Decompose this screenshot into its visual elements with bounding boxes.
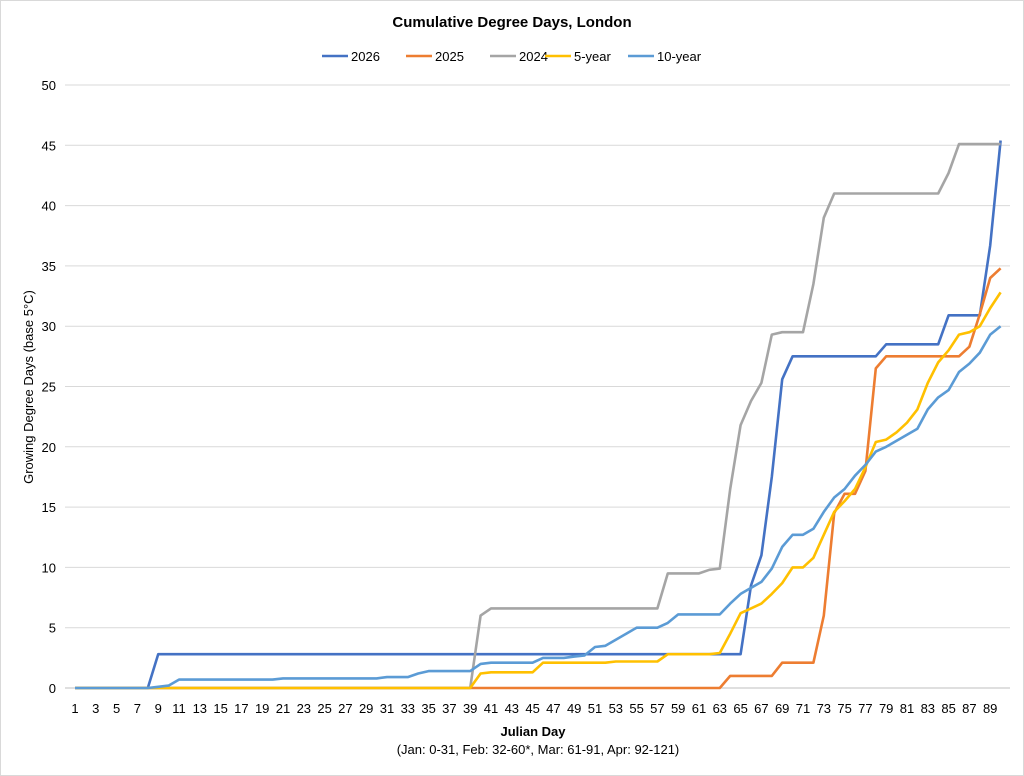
y-axis-title: Growing Degree Days (base 5°C) — [21, 290, 36, 484]
x-tick-label: 35 — [421, 701, 435, 716]
x-tick-label: 67 — [754, 701, 768, 716]
gridlines — [65, 84, 1010, 689]
y-tick-label: 45 — [42, 138, 56, 153]
x-tick-label: 37 — [442, 701, 456, 716]
x-tick-label: 5 — [113, 701, 120, 716]
legend-label: 10-year — [657, 49, 702, 64]
series-line-5-year — [75, 291, 1002, 690]
y-tick-label: 40 — [42, 199, 56, 214]
legend-label: 2024 — [519, 49, 548, 64]
x-tick-label: 51 — [588, 701, 602, 716]
x-tick-label: 83 — [921, 701, 935, 716]
series-line-2024 — [75, 142, 1001, 690]
x-tick-label: 53 — [609, 701, 623, 716]
x-tick-label: 89 — [983, 701, 997, 716]
x-axis-note: (Jan: 0-31, Feb: 32-60*, Mar: 61-91, Apr… — [397, 742, 680, 757]
legend-item-2024: 2024 — [490, 49, 548, 64]
series-lines — [75, 140, 1002, 690]
legend: 2026 2025 2024 5-year 10-year — [322, 49, 702, 64]
x-tick-label: 71 — [796, 701, 810, 716]
x-tick-label: 55 — [629, 701, 643, 716]
y-tick-label: 5 — [49, 621, 56, 636]
x-tick-label: 31 — [380, 701, 394, 716]
series-line-2025 — [75, 267, 1002, 690]
y-tick-label: 25 — [42, 380, 56, 395]
x-tick-label: 33 — [401, 701, 415, 716]
x-tick-label: 11 — [172, 701, 186, 716]
legend-item-5-year: 5-year — [545, 49, 612, 64]
x-tick-label: 77 — [858, 701, 872, 716]
x-tick-label: 1 — [71, 701, 78, 716]
x-tick-label: 49 — [567, 701, 581, 716]
y-tick-label: 0 — [49, 681, 56, 696]
x-tick-label: 9 — [155, 701, 162, 716]
x-axis-title: Julian Day — [500, 724, 566, 739]
x-tick-label: 87 — [962, 701, 976, 716]
x-tick-label: 7 — [134, 701, 141, 716]
x-tick-label: 45 — [525, 701, 539, 716]
x-tick-label: 81 — [900, 701, 914, 716]
x-tick-label: 39 — [463, 701, 477, 716]
x-tick-label: 15 — [213, 701, 227, 716]
x-tick-label: 59 — [671, 701, 685, 716]
y-tick-labels: 0 5 10 15 20 25 30 35 40 45 50 — [42, 78, 56, 696]
x-tick-label: 63 — [713, 701, 727, 716]
series-line-2026 — [75, 140, 1002, 690]
x-tick-label: 19 — [255, 701, 269, 716]
x-tick-label: 47 — [546, 701, 560, 716]
x-tick-label: 25 — [317, 701, 331, 716]
legend-item-2026: 2026 — [322, 49, 380, 64]
x-tick-label: 23 — [297, 701, 311, 716]
x-tick-label: 13 — [193, 701, 207, 716]
x-tick-label: 57 — [650, 701, 664, 716]
y-tick-label: 20 — [42, 440, 56, 455]
x-tick-label: 73 — [817, 701, 831, 716]
y-tick-label: 35 — [42, 259, 56, 274]
x-tick-label: 65 — [733, 701, 747, 716]
x-tick-label: 75 — [837, 701, 851, 716]
legend-item-2025: 2025 — [406, 49, 464, 64]
x-tick-label: 21 — [276, 701, 290, 716]
y-tick-label: 30 — [42, 319, 56, 334]
x-tick-label: 85 — [941, 701, 955, 716]
y-tick-label: 10 — [42, 560, 56, 575]
x-tick-labels: 1 3 5 7 9 11 13 15 17 19 21 23 25 27 29 31 33 35 37 39 41 43 4… — [71, 701, 997, 716]
x-tick-label: 3 — [92, 701, 99, 716]
x-tick-label: 27 — [338, 701, 352, 716]
x-tick-label: 17 — [234, 701, 248, 716]
x-tick-label: 29 — [359, 701, 373, 716]
y-tick-label: 15 — [42, 500, 56, 515]
x-tick-label: 61 — [692, 701, 706, 716]
x-tick-label: 43 — [505, 701, 519, 716]
legend-item-10-year: 10-year — [628, 49, 702, 64]
legend-label: 5-year — [574, 49, 612, 64]
legend-label: 2025 — [435, 49, 464, 64]
chart-title: Cumulative Degree Days, London — [392, 14, 631, 31]
y-tick-label: 50 — [42, 78, 56, 93]
x-tick-label: 79 — [879, 701, 893, 716]
legend-label: 2026 — [351, 49, 380, 64]
x-tick-label: 69 — [775, 701, 789, 716]
x-tick-label: 41 — [484, 701, 498, 716]
series-line-10-year — [75, 325, 1002, 690]
